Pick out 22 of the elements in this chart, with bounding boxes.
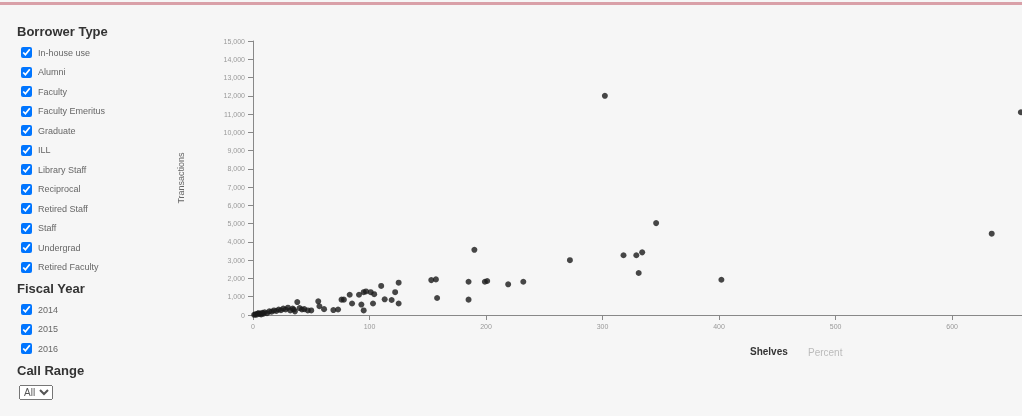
category-label: Retired Faculty: [38, 262, 99, 273]
category-label: 2016: [38, 343, 59, 354]
category-label: 2015: [38, 324, 59, 335]
category-label: In-house use: [38, 47, 91, 58]
category-label: Staff: [38, 223, 57, 234]
category-label: Faculty Emeritus: [38, 106, 106, 117]
text: Call Range: [17, 362, 86, 378]
category-label: Undergrad: [38, 242, 81, 253]
category-label: Graduate: [38, 125, 76, 136]
category-label: Alumni: [38, 67, 66, 78]
text: Percent: [808, 346, 843, 358]
category-label: ILL: [38, 145, 51, 156]
category-label: All: [19, 384, 53, 400]
category-label: Retired Staff: [38, 203, 88, 214]
category-label: Reciprocal: [38, 184, 81, 195]
category-label: Faculty: [38, 86, 68, 97]
text: Fiscal Year: [17, 281, 86, 296]
y-axis-title: Transactions: [175, 151, 186, 204]
category-label: 2014: [38, 304, 59, 315]
text: Borrower Type: [17, 24, 109, 39]
x-axis-title: Shelves: [750, 345, 789, 357]
category-label: Library Staff: [38, 164, 87, 175]
